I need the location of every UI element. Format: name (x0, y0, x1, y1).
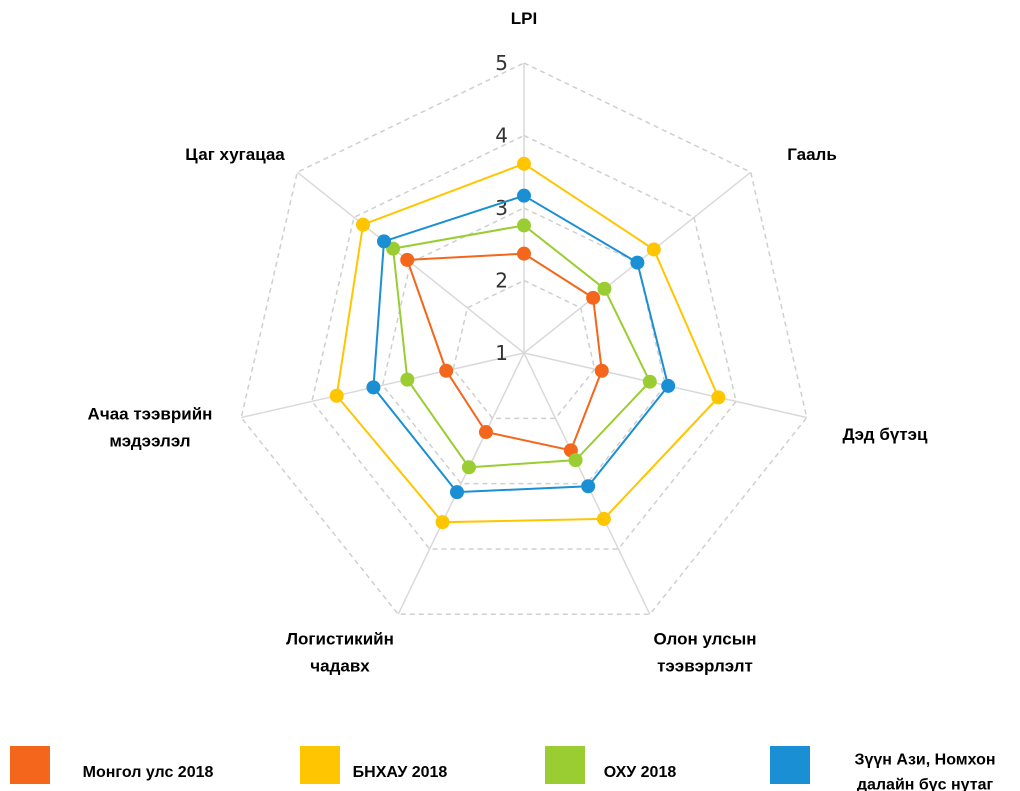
series-line (391, 224, 652, 469)
tick-label: 4 (495, 124, 508, 148)
grid-ring (311, 134, 737, 550)
tick-label: 3 (495, 196, 508, 220)
series-line (335, 162, 720, 524)
marker (586, 290, 601, 305)
legend-swatch (10, 746, 50, 784)
marker (642, 374, 657, 389)
marker (596, 511, 611, 526)
series-line (372, 194, 670, 494)
marker (597, 281, 612, 296)
spoke (397, 352, 525, 615)
marker (439, 363, 454, 378)
marker (661, 378, 676, 393)
legend-label: Зүүн Ази, Номхон далайн бүс нутаг (854, 752, 995, 791)
marker (461, 460, 476, 475)
marker (435, 515, 450, 530)
marker (568, 453, 583, 468)
marker (400, 252, 415, 267)
marker (329, 388, 344, 403)
marker (646, 242, 661, 257)
marker (517, 188, 531, 203)
marker (449, 485, 464, 500)
axis-label: Олон улсын тээвэрлэлт (654, 630, 757, 676)
marker (517, 218, 531, 233)
marker (517, 156, 531, 171)
tick-label: 2 (495, 269, 508, 293)
marker (630, 255, 645, 270)
grid-ring (452, 279, 596, 420)
spoke (241, 352, 525, 419)
legend-label: БНХАУ 2018 (353, 764, 448, 781)
marker (594, 363, 609, 378)
marker (366, 380, 381, 395)
axis-label: Дэд бүтэц (843, 425, 928, 444)
marker (376, 234, 391, 249)
legend-swatch (770, 746, 810, 784)
legend-swatch (300, 746, 340, 784)
marker (711, 390, 726, 405)
legend-swatch (545, 746, 585, 784)
tick-label: 1 (495, 341, 508, 365)
tick-label: 5 (495, 51, 508, 75)
marker (478, 425, 493, 440)
legend-label: ОХУ 2018 (604, 764, 677, 781)
axis-label: Цаг хугацаа (185, 145, 285, 164)
series-line (405, 252, 603, 452)
axis-label: Ачаа тээврийн мэдээлэл (88, 405, 213, 451)
axis-label: Логистикийн чадавх (286, 630, 394, 676)
grid-ring (240, 62, 808, 616)
legend-label: Монгол улс 2018 (83, 764, 214, 781)
axis-label: Гааль (787, 145, 837, 164)
marker (356, 217, 371, 232)
axis-label: LPI (511, 9, 537, 28)
marker (517, 246, 531, 261)
marker (400, 372, 415, 387)
marker (581, 479, 596, 494)
